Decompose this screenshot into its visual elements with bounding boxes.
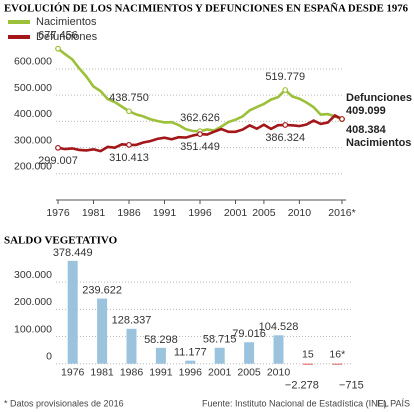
data-point [197, 131, 203, 138]
data-label: 11.177 [174, 347, 207, 359]
data-point [55, 144, 61, 151]
data-label: 299.007 [38, 155, 78, 167]
x-tick-label: 2005 [252, 207, 276, 219]
x-tick-label: 2010 [267, 366, 291, 378]
data-label: 677.456 [38, 30, 78, 42]
x-tick-label: 1981 [82, 207, 106, 219]
y-tick-label: 500.000 [14, 82, 52, 94]
data-label: 378.449 [53, 247, 93, 259]
bar [332, 363, 343, 365]
data-label: 58.298 [144, 334, 178, 346]
x-tick-label: 1996 [188, 207, 212, 219]
chart-title: EVOLUCIÓN DE LOS NACIMIENTOS Y DEFUNCION… [4, 3, 408, 15]
data-label: 79.016 [232, 328, 266, 340]
x-tick-label: 1976 [46, 207, 70, 219]
x-tick-label: 15 [302, 348, 314, 360]
data-label: 310.413 [109, 152, 149, 164]
bar [126, 328, 137, 364]
series-end-value: 409.099 [346, 105, 386, 117]
x-tick-label: 1991 [153, 207, 177, 219]
x-tick-label: 1981 [90, 366, 114, 378]
data-label: 362.626 [180, 112, 220, 124]
x-tick-label: 2010 [288, 207, 312, 219]
y-tick-label: 0 [46, 350, 52, 362]
footnote: * Datos provisionales de 2016 [4, 398, 124, 408]
legend-label: Defunciones [36, 31, 98, 43]
y-tick-label: 300.000 [14, 134, 52, 146]
data-point [126, 141, 132, 148]
data-label: −2.278 [285, 380, 319, 392]
bar [67, 260, 78, 364]
data-label: 351.449 [180, 141, 220, 153]
y-tick-label: 300.000 [14, 269, 52, 281]
bar [302, 363, 313, 365]
series-end-value: 408.384 [346, 124, 387, 136]
x-tick-label: 1976 [61, 366, 85, 378]
data-point [339, 116, 345, 122]
data-label: 386.324 [265, 132, 305, 144]
bar [97, 298, 108, 364]
legend-label: Nacimientos [36, 16, 97, 28]
x-tick-label: 16* [329, 348, 345, 360]
y-tick-label: 200.000 [14, 296, 52, 308]
data-label: 104.528 [259, 321, 299, 333]
bar [244, 342, 255, 364]
x-tick-label: 1986 [117, 207, 141, 219]
data-label: 128.337 [112, 315, 152, 327]
data-point [126, 108, 132, 115]
source: Fuente: Instituto Nacional de Estadístic… [202, 398, 389, 408]
x-tick-label: 1986 [120, 366, 144, 378]
y-tick-label: 400.000 [14, 108, 52, 120]
x-tick-label: 2001 [208, 366, 232, 378]
x-tick-label: 1996 [179, 366, 203, 378]
series-end-name: Nacimientos [346, 137, 411, 149]
y-tick-label: 600.000 [14, 56, 52, 68]
data-point [282, 87, 289, 93]
bar [214, 347, 225, 364]
data-label: 519.779 [265, 71, 305, 83]
x-tick-label: 2016* [328, 207, 355, 219]
bar [155, 347, 166, 364]
data-label: −715 [339, 380, 364, 392]
data-label: 58.715 [203, 334, 237, 346]
series-end-name: Defunciones [346, 92, 412, 104]
x-tick-label: 1991 [149, 366, 173, 378]
bar [273, 335, 284, 364]
y-tick-label: 200.000 [14, 161, 52, 173]
bar [185, 360, 196, 364]
data-label: 438.750 [109, 92, 149, 104]
data-point [55, 45, 61, 52]
x-tick-label: 2001 [224, 207, 248, 219]
chart-title: SALDO VEGETATIVO [4, 235, 118, 247]
data-point [282, 122, 289, 128]
y-tick-label: 100.000 [14, 323, 52, 335]
data-label: 239.622 [82, 284, 122, 296]
x-tick-label: 2005 [237, 366, 261, 378]
brand: EL PAÍS [377, 398, 410, 408]
